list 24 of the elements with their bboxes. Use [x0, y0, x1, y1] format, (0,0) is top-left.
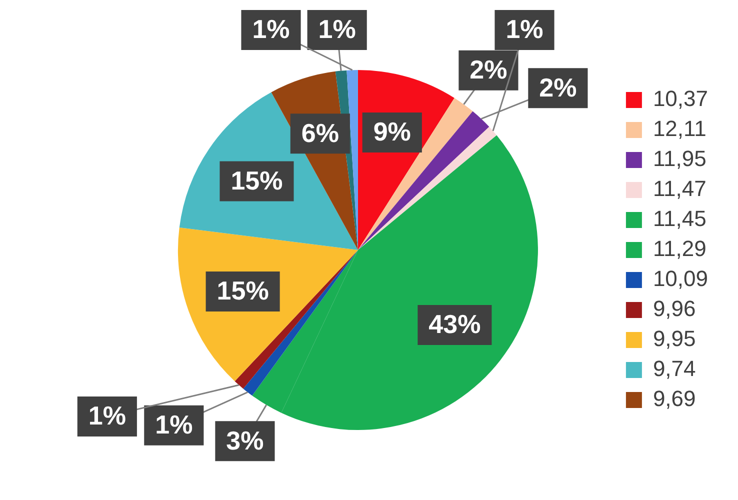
- data-label: 2%: [539, 72, 577, 102]
- data-label: 1%: [155, 410, 193, 440]
- legend-label: 9,96: [652, 296, 696, 322]
- data-label: 2%: [470, 54, 508, 85]
- data-label: 1%: [252, 14, 290, 44]
- legend-label: 9,74: [652, 356, 696, 382]
- legend-label: 11,95: [652, 146, 706, 172]
- data-label: 6%: [301, 118, 339, 148]
- legend-label: 9,69: [652, 386, 696, 412]
- legend-label: 11,45: [652, 206, 706, 232]
- legend-label: 10,09: [652, 266, 708, 292]
- legend-label: 10,37: [652, 86, 708, 112]
- legend-label: 11,29: [652, 236, 706, 262]
- data-label: 1%: [88, 400, 126, 431]
- data-label: 1%: [318, 14, 356, 44]
- legend-label: 11,47: [652, 176, 706, 202]
- data-label: 15%: [230, 165, 283, 196]
- legend-label: 12,11: [652, 116, 706, 142]
- data-label: 9%: [373, 116, 411, 147]
- data-label: 43%: [428, 309, 481, 340]
- legend-label: 9,95: [652, 326, 696, 352]
- data-label: 1%: [506, 14, 544, 44]
- data-label: 3%: [226, 425, 264, 456]
- data-label: 15%: [216, 276, 269, 306]
